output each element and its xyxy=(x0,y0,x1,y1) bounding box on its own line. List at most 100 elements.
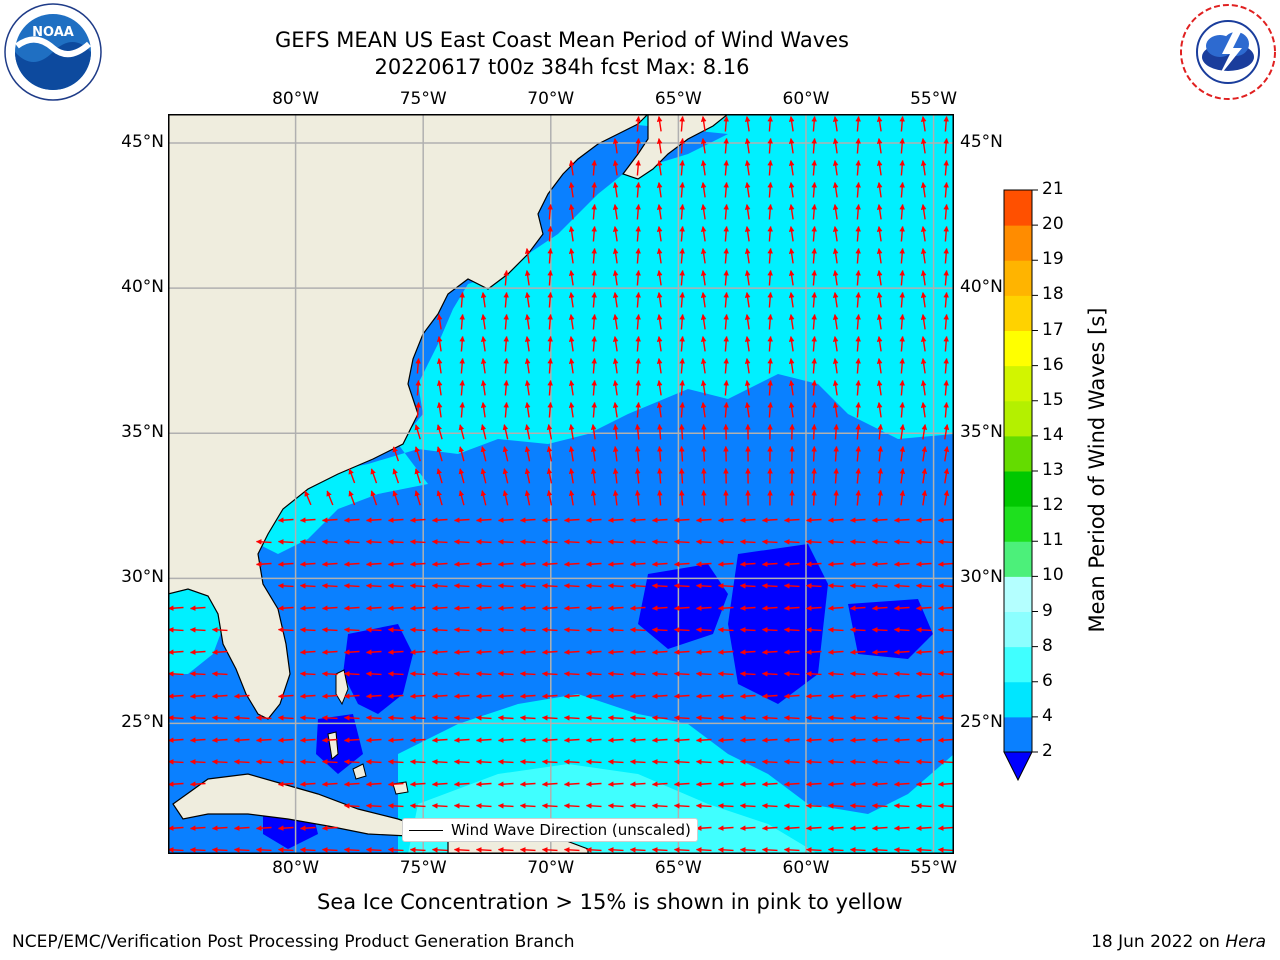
period-under-2-patch-3 xyxy=(728,544,828,704)
wave-direction-arrow xyxy=(876,226,883,242)
wave-direction-arrow xyxy=(590,468,597,484)
lat-label: 25°N xyxy=(121,712,164,733)
wave-direction-arrow xyxy=(723,291,729,308)
wave-direction-arrow xyxy=(634,445,641,462)
wave-direction-arrow xyxy=(915,627,932,633)
wave-direction-arrow xyxy=(805,847,822,853)
wave-direction-arrow xyxy=(920,204,927,220)
wave-direction-arrow xyxy=(612,402,619,418)
wave-direction-arrow xyxy=(700,160,707,176)
wave-direction-arrow xyxy=(585,715,602,721)
wave-direction-arrow xyxy=(761,561,778,567)
wave-direction-arrow xyxy=(723,115,729,132)
wave-direction-arrow xyxy=(168,781,184,787)
wave-direction-arrow xyxy=(811,203,817,220)
colorbar-segment xyxy=(1004,295,1032,331)
lat-label: 45°N xyxy=(121,132,164,153)
wave-direction-arrow xyxy=(409,737,426,743)
wave-direction-arrow xyxy=(700,226,707,242)
wave-direction-arrow xyxy=(453,737,470,743)
wave-direction-arrow xyxy=(717,649,734,655)
wave-direction-arrow xyxy=(409,759,426,765)
wave-direction-arrow xyxy=(343,539,360,545)
wave-direction-arrow xyxy=(524,358,531,374)
wave-direction-arrow xyxy=(811,467,817,484)
wave-direction-arrow xyxy=(431,737,448,743)
wave-direction-arrow xyxy=(321,671,338,677)
wave-direction-arrow xyxy=(321,847,338,853)
wave-direction-arrow xyxy=(805,517,822,523)
wave-direction-arrow xyxy=(767,379,773,396)
wave-direction-arrow xyxy=(629,649,646,655)
wave-direction-arrow xyxy=(656,182,663,198)
wave-direction-arrow xyxy=(656,160,663,176)
wave-direction-arrow xyxy=(503,401,509,418)
footer-date-text: 18 Jun 2022 on xyxy=(1091,932,1226,952)
wave-direction-arrow xyxy=(168,627,184,633)
wave-direction-arrow xyxy=(899,203,905,220)
wave-direction-arrow xyxy=(695,825,712,831)
wave-direction-arrow xyxy=(876,292,883,308)
wave-direction-arrow xyxy=(700,314,707,330)
wave-direction-arrow xyxy=(409,803,426,809)
wave-direction-arrow xyxy=(475,627,492,633)
lat-label: 35°N xyxy=(960,422,1003,443)
wave-direction-arrow xyxy=(585,649,602,655)
wave-direction-arrow xyxy=(568,424,575,440)
wave-direction-arrow xyxy=(365,781,382,787)
wave-direction-arrow xyxy=(541,627,558,633)
lat-label: 40°N xyxy=(121,277,164,298)
wave-direction-arrow xyxy=(365,671,382,677)
wave-direction-arrow xyxy=(679,225,685,242)
wave-direction-arrow xyxy=(541,781,558,787)
wave-direction-arrow xyxy=(459,335,465,352)
wave-direction-arrow xyxy=(168,847,184,853)
wave-direction-arrow xyxy=(921,424,928,440)
wave-direction-arrow xyxy=(568,468,575,484)
wave-direction-arrow xyxy=(827,517,844,523)
wave-direction-arrow xyxy=(783,803,800,809)
wave-direction-arrow xyxy=(744,226,751,242)
wave-direction-arrow xyxy=(299,561,316,567)
wave-direction-arrow xyxy=(233,825,250,831)
wave-direction-arrow xyxy=(497,759,514,765)
wave-direction-arrow xyxy=(568,270,575,286)
wave-direction-arrow xyxy=(634,423,641,440)
lat-label: 45°N xyxy=(960,132,1003,153)
wave-direction-arrow xyxy=(811,335,817,352)
colorbar-tick-label: 13 xyxy=(1042,460,1064,480)
wave-direction-arrow xyxy=(343,649,360,655)
wave-direction-arrow xyxy=(431,517,448,523)
wave-direction-arrow xyxy=(788,160,795,176)
wave-direction-arrow xyxy=(475,781,492,787)
wave-direction-arrow xyxy=(459,357,465,374)
wave-direction-arrow xyxy=(591,401,597,418)
wave-direction-arrow xyxy=(651,605,668,611)
land-nova-scotia xyxy=(622,114,729,180)
wave-direction-arrow xyxy=(744,204,751,220)
wave-direction-arrow xyxy=(321,583,338,589)
chart-title: GEFS MEAN US East Coast Mean Period of W… xyxy=(275,28,849,52)
wave-direction-arrow xyxy=(475,561,492,567)
period-under-2-patch-2 xyxy=(638,564,728,649)
wave-direction-arrow xyxy=(695,759,712,765)
wave-direction-arrow xyxy=(657,423,663,440)
wave-direction-arrow xyxy=(761,605,778,611)
wave-direction-arrow xyxy=(943,159,949,176)
wave-direction-arrow xyxy=(387,627,404,633)
wave-direction-arrow xyxy=(700,402,707,418)
wave-direction-arrow xyxy=(458,446,465,462)
wave-direction-arrow xyxy=(805,781,822,787)
wave-direction-arrow xyxy=(502,468,509,484)
wave-direction-arrow xyxy=(657,467,663,484)
wave-direction-arrow xyxy=(524,468,531,484)
wave-direction-arrow xyxy=(651,803,668,809)
wave-direction-arrow xyxy=(343,715,360,721)
wave-direction-arrow xyxy=(568,248,575,264)
wave-direction-arrow xyxy=(788,402,795,418)
wave-direction-arrow xyxy=(943,424,950,440)
graticule xyxy=(168,114,954,854)
wave-direction-arrow xyxy=(365,605,382,611)
wave-direction-arrow xyxy=(651,847,668,853)
wave-direction-arrow xyxy=(921,446,928,462)
